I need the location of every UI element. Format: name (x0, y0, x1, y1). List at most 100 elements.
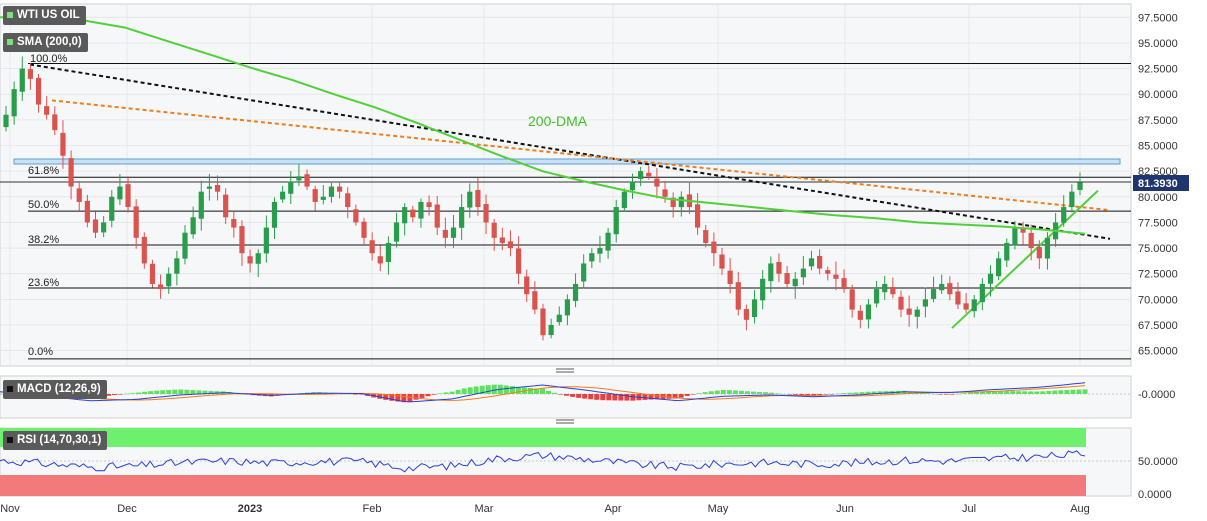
candle (198, 180, 204, 231)
fib-label-50: 50.0% (28, 199, 59, 211)
candle (402, 203, 408, 236)
candle (808, 250, 815, 271)
macd-bar (1046, 390, 1052, 394)
candle (939, 274, 945, 294)
macd-bar (817, 394, 823, 396)
macd-bar (106, 394, 111, 396)
candle (987, 265, 994, 297)
macd-bar (769, 392, 775, 394)
macd-bar (835, 393, 841, 395)
macd-bar (654, 394, 660, 400)
candle (719, 247, 725, 275)
price-tick-label: 70.0000 (1138, 294, 1178, 306)
price-tick-label: 95.0000 (1138, 38, 1178, 50)
candle (44, 96, 50, 120)
pane-resize-handle-1[interactable] (556, 368, 574, 373)
candle (963, 293, 969, 313)
macd-bar (738, 390, 744, 394)
macd-bar (570, 394, 576, 397)
candle (613, 199, 619, 243)
candle (768, 256, 774, 293)
macd-bar (986, 391, 992, 394)
macd-bar (136, 392, 142, 394)
macd-bar (967, 392, 973, 394)
candle (117, 173, 123, 205)
candle (1036, 240, 1042, 269)
pane-resize-handle-2[interactable] (556, 419, 574, 424)
macd-bar (678, 394, 684, 398)
candle (1028, 224, 1034, 261)
macd-bar (202, 390, 208, 394)
macd-bar (443, 392, 449, 394)
rsi-badge[interactable]: RSI (14,70,30,1) (3, 431, 108, 450)
macd-bar (172, 389, 178, 394)
macd-bar (961, 393, 967, 394)
macd-bar (974, 392, 979, 394)
candle (475, 177, 481, 216)
macd-bar (154, 390, 160, 394)
rsi-axis-label-50: 50.0000 (1138, 456, 1178, 468)
macd-bar (461, 388, 467, 394)
macd-bar (901, 390, 907, 394)
downtrend-line (29, 63, 1111, 240)
macd-bar (943, 394, 949, 395)
candle (1061, 195, 1067, 227)
macd-bar (1058, 390, 1064, 394)
last-price-tag (1133, 175, 1189, 191)
resistance-zone (13, 158, 1121, 165)
macd-bar (937, 394, 943, 395)
macd-bar (160, 390, 166, 394)
macd-bar (955, 393, 961, 395)
candle (214, 175, 221, 201)
macd-bar (775, 393, 781, 394)
candle (141, 232, 147, 269)
macd-bar (841, 393, 847, 394)
macd-bar (533, 388, 539, 394)
candle (467, 183, 473, 218)
macd-bar (781, 393, 787, 395)
candle (629, 173, 636, 199)
macd-badge[interactable]: MACD (12,26,9) (3, 380, 107, 399)
candle (914, 306, 920, 329)
macd-bar (166, 389, 172, 394)
price-tick-label: 87.5000 (1138, 115, 1178, 127)
candle (345, 187, 351, 219)
time-tick-label: Aug (1070, 503, 1090, 515)
macd-bar (871, 391, 877, 394)
macd-bar (552, 392, 558, 394)
macd-bar (744, 391, 750, 394)
macd-bar (702, 392, 708, 394)
macd-label: MACD (12,26,9) (17, 383, 101, 395)
macd-bar (1022, 391, 1028, 394)
candle (817, 249, 823, 275)
symbol-badge[interactable]: WTI US OIL (3, 6, 86, 25)
macd-bar (859, 392, 865, 394)
macd-bar (998, 390, 1004, 394)
macd-panel: -0.0000 (0, 375, 1175, 419)
candle (727, 258, 733, 294)
candle (947, 276, 953, 301)
macd-bar (1052, 390, 1058, 394)
candle (515, 236, 522, 285)
candle (800, 256, 806, 285)
dma-label: 200-DMA (528, 113, 588, 129)
candle (483, 194, 489, 235)
macd-bar (853, 392, 859, 394)
candle (174, 250, 180, 286)
price-axis: 97.5000 95.0000 92.5000 90.0000 87.5000 85.00… (1138, 12, 1178, 357)
macd-bar (112, 394, 118, 395)
candle (898, 290, 904, 318)
macd-bar (576, 394, 582, 398)
macd-bar (763, 392, 769, 394)
macd-bar (389, 394, 395, 401)
time-tick-label: 2023 (238, 503, 262, 515)
macd-bar (479, 385, 485, 394)
macd-bar (509, 386, 515, 394)
macd-bar (1010, 391, 1016, 394)
sma-badge[interactable]: SMA (200,0) (3, 33, 88, 52)
price-tick-label: 97.5000 (1138, 12, 1178, 24)
macd-bar (925, 393, 931, 394)
macd-bar (449, 391, 455, 394)
macd-bar (401, 394, 407, 403)
candle (426, 195, 432, 216)
